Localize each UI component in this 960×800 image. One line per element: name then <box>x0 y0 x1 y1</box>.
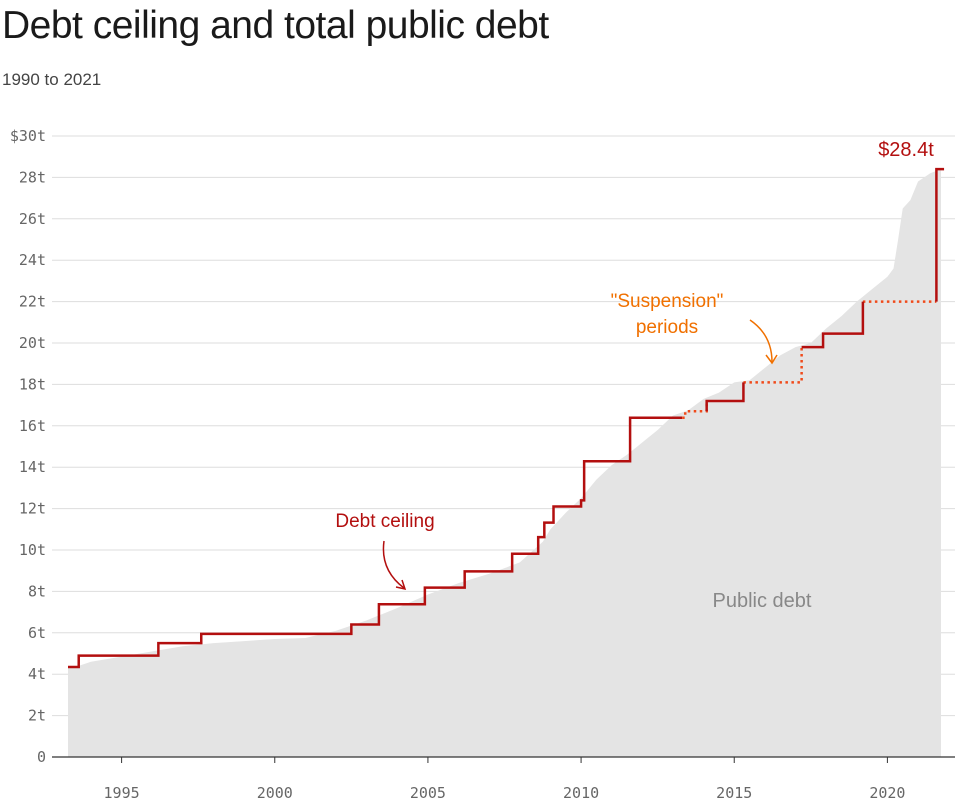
y-tick-label: 0 <box>37 748 46 766</box>
debt-ceiling-label: Debt ceiling <box>335 511 434 532</box>
ceiling-lines-layer <box>68 167 945 669</box>
y-tick-label: 26t <box>19 210 46 228</box>
suspension-dotted-line <box>682 400 708 419</box>
debt-ceiling-arrow <box>382 540 405 589</box>
y-tick-label: 10t <box>19 541 46 559</box>
debt-ceiling-line <box>68 416 683 669</box>
suspension-dotted-line <box>743 347 803 384</box>
chart-title: Debt ceiling and total public debt <box>2 4 549 47</box>
x-tick-label: 1995 <box>104 784 140 800</box>
y-tick-label: 24t <box>19 251 46 269</box>
debt-ceiling-line-segment <box>705 382 745 412</box>
suspension-label-line1: "Suspension" <box>611 291 724 312</box>
y-tick-label: 28t <box>19 168 46 186</box>
public-debt-label: Public debt <box>713 590 812 612</box>
y-tick-label: 20t <box>19 334 46 352</box>
debt-ceiling-arrowhead <box>395 579 407 591</box>
y-tick-label: 22t <box>19 293 46 311</box>
y-tick-label: 16t <box>19 417 46 435</box>
public-debt-area-layer <box>68 169 941 757</box>
y-tick-label: 12t <box>19 500 46 518</box>
debt-ceiling-line-segment <box>801 301 865 349</box>
x-tick-label: 2010 <box>563 784 599 800</box>
y-tick-label: 18t <box>19 375 46 393</box>
y-tick-label: 8t <box>28 582 46 600</box>
chart-subtitle: 1990 to 2021 <box>2 70 102 89</box>
suspension-arrow <box>749 319 773 363</box>
debt-ceiling-line-segment <box>935 167 945 302</box>
y-tick-label: 2t <box>28 707 46 725</box>
x-tick-label: 2020 <box>869 784 905 800</box>
axes-layer: 0 2t 4t 6t 8t 10t 12t 14t 16t 18t 20t 22t 24t 26t 28t $… <box>10 127 955 800</box>
x-tick-label: 2000 <box>257 784 293 800</box>
y-tick-label: 4t <box>28 665 46 683</box>
end-value-label: $28.4t <box>878 139 934 161</box>
x-tick-label: 2005 <box>410 784 446 800</box>
public-debt-area <box>68 169 941 757</box>
annotations-layer: Debt ceiling "Suspension" periods Public… <box>335 139 934 612</box>
y-tick-label: 14t <box>19 458 46 476</box>
y-tick-label: 6t <box>28 624 46 642</box>
y-tick-label: $30t <box>10 127 46 145</box>
suspension-label-line2: periods <box>636 317 698 338</box>
x-tick-label: 2015 <box>716 784 752 800</box>
suspension-arrowhead <box>765 354 778 365</box>
